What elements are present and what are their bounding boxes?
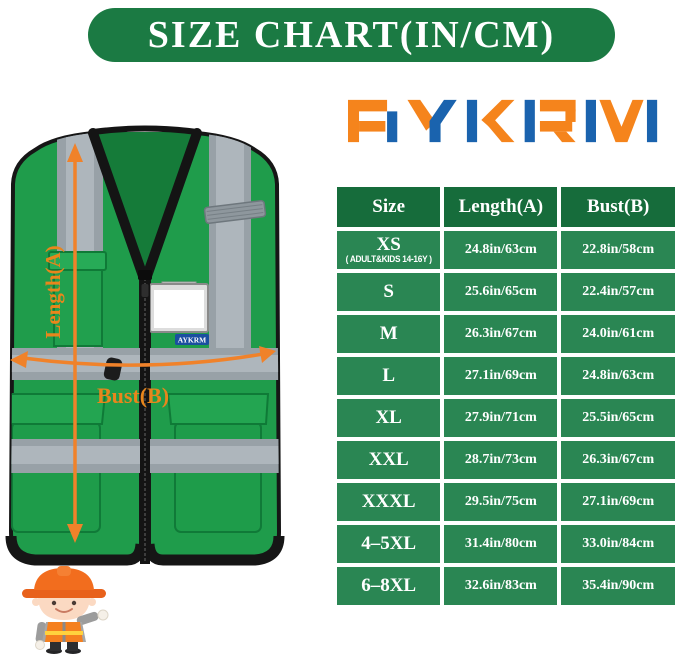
vest-brand-tag: AYKRM (175, 334, 209, 345)
length-value: 29.5in/75cm (444, 483, 558, 521)
col-header-size: Size (337, 187, 441, 227)
vest-back-mesh (91, 132, 199, 282)
reflective-strip-right (209, 133, 251, 350)
bust-value: 26.3in/67cm (561, 441, 675, 479)
vest-neck-trim (92, 125, 198, 135)
col-header-length: Length(A) (444, 187, 558, 227)
length-value: 28.7in/73cm (444, 441, 558, 479)
bust-value: 27.1in/69cm (561, 483, 675, 521)
length-value: 25.6in/65cm (444, 273, 558, 311)
size-note: ( ADULT&KIDS 14-16Y ) (345, 254, 432, 265)
length-value: 24.8in/63cm (444, 231, 558, 269)
table-row: M 26.3in/67cm 24.0in/61cm (337, 315, 675, 353)
bust-value: 22.8in/58cm (561, 231, 675, 269)
logo-letter-k (466, 99, 515, 143)
worker-mascot-icon (22, 566, 109, 654)
table-row: L 27.1in/69cm 24.8in/63cm (337, 357, 675, 395)
length-value: 27.1in/69cm (444, 357, 558, 395)
collar-trim-right (142, 128, 202, 281)
logo-letter-y (407, 99, 457, 143)
bust-value: 25.5in/65cm (561, 399, 675, 437)
id-card-window (149, 281, 209, 333)
page-title: SIZE CHART(IN/CM) (147, 14, 556, 56)
logo-letter-m (585, 99, 658, 143)
size-value: XXL (337, 441, 441, 479)
col-header-bust: Bust(B) (561, 187, 675, 227)
bust-value: 22.4in/57cm (561, 273, 675, 311)
length-label: Length(A) (41, 245, 65, 338)
size-value: 6–8XL (337, 567, 441, 605)
size-value: XXXL (337, 483, 441, 521)
bust-value: 24.0in/61cm (561, 315, 675, 353)
length-value: 32.6in/83cm (444, 567, 558, 605)
table-row: 6–8XL 32.6in/83cm 35.4in/90cm (337, 567, 675, 605)
vest-tag-text: AYKRM (178, 336, 206, 345)
length-value: 31.4in/80cm (444, 525, 558, 563)
aykrm-logo (348, 99, 658, 143)
table-header-row: Size Length(A) Bust(B) (337, 187, 675, 227)
table-row: XS ( ADULT&KIDS 14-16Y ) 24.8in/63cm 22.… (337, 231, 675, 269)
logo-letter-a (348, 99, 398, 143)
length-value: 26.3in/67cm (444, 315, 558, 353)
length-value: 27.9in/71cm (444, 399, 558, 437)
vest-illustration: AYKRM Length(A) Bust(B) (5, 125, 285, 566)
zipper (138, 270, 152, 564)
collar-trim-left (88, 128, 148, 281)
chest-mesh-strip (203, 199, 267, 225)
table-row: XL 27.9in/71cm 25.5in/65cm (337, 399, 675, 437)
bust-value: 33.0in/84cm (561, 525, 675, 563)
hem-trim-right (143, 535, 285, 566)
length-arrow (67, 143, 83, 543)
title-banner: SIZE CHART(IN/CM) (88, 8, 615, 62)
table-row: XXL 28.7in/73cm 26.3in/67cm (337, 441, 675, 479)
size-value: M (337, 315, 441, 353)
table-row: S 25.6in/65cm 22.4in/57cm (337, 273, 675, 311)
logo-letter-r (524, 99, 576, 143)
size-value: S (337, 273, 441, 311)
table-row: 4–5XL 31.4in/80cm 33.0in/84cm (337, 525, 675, 563)
bust-value: 35.4in/90cm (561, 567, 675, 605)
size-value: 4–5XL (337, 525, 441, 563)
bust-label: Bust(B) (97, 383, 169, 408)
table-row: XXXL 29.5in/75cm 27.1in/69cm (337, 483, 675, 521)
size-value: XL (337, 399, 441, 437)
size-value: XS (376, 234, 401, 256)
pen-pocket (48, 251, 107, 347)
size-table: Size Length(A) Bust(B) XS ( ADULT&KIDS 1… (333, 183, 679, 609)
bust-value: 24.8in/63cm (561, 357, 675, 395)
bust-arrow (10, 346, 276, 368)
hem-trim-left (5, 535, 147, 566)
size-value: L (337, 357, 441, 395)
